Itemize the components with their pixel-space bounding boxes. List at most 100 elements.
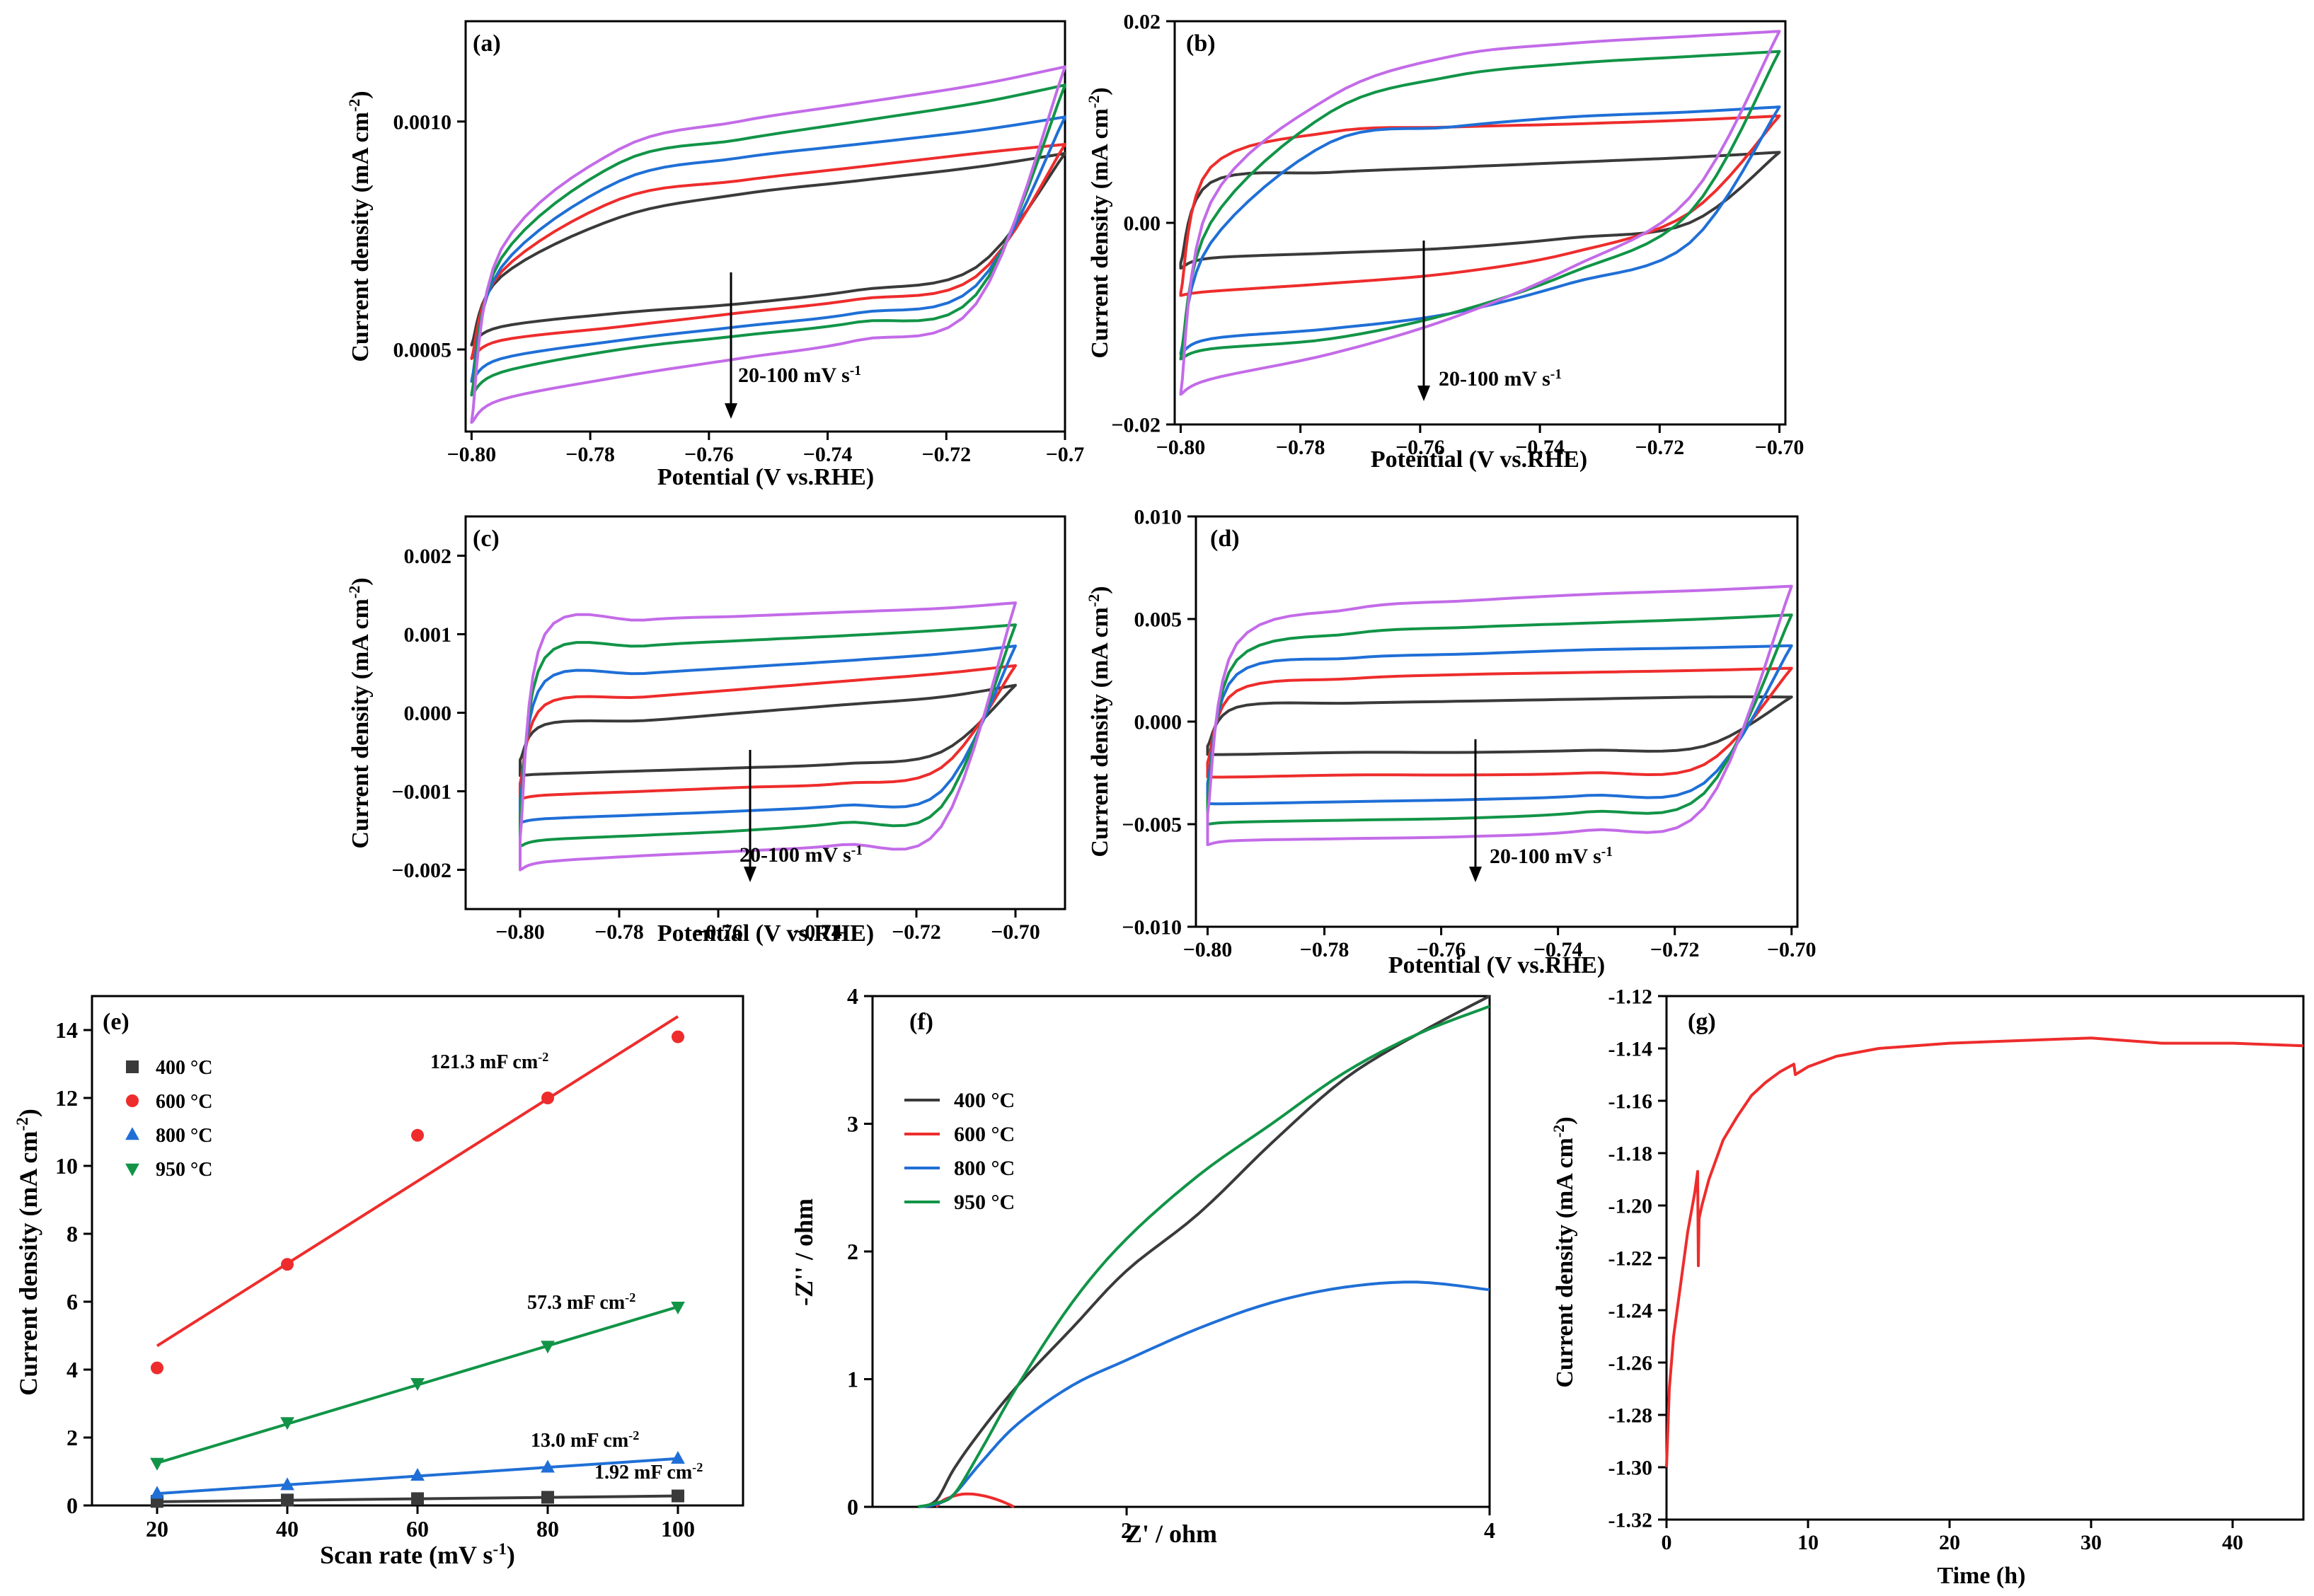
cv-loop-4 — [519, 623, 1017, 848]
y-tick-label: -1.14 — [1608, 1038, 1653, 1061]
scan-rate-annotation: 20-100 mV s-1 — [738, 364, 861, 388]
y-tick-label: -1.18 — [1608, 1143, 1653, 1166]
y-tick-label: 1 — [847, 1367, 858, 1392]
impedance-curve — [917, 1280, 1490, 1508]
y-tick-label: 0.001 — [404, 623, 452, 647]
y-tick-label: 10 — [55, 1153, 78, 1179]
arrow-head — [744, 867, 756, 882]
cv-loop-1 — [1179, 151, 1781, 270]
y-tick-label: −0.002 — [391, 859, 451, 882]
y-tick-label: 8 — [67, 1221, 78, 1247]
x-tick-label: 60 — [406, 1516, 429, 1542]
current-trace — [1665, 1036, 2304, 1468]
y-axis-title: Current density (mA cm-2) — [1085, 87, 1114, 358]
data-point — [280, 1477, 294, 1491]
x-tick-label: −0.7 — [1046, 443, 1085, 466]
cv-loop-1 — [519, 683, 1017, 777]
data-point — [150, 1486, 164, 1499]
y-tick-label: 12 — [55, 1085, 78, 1111]
slope-label: 13.0 mF cm-2 — [531, 1428, 639, 1452]
y-tick-label: 0 — [67, 1493, 78, 1518]
cv-loop-4 — [470, 83, 1066, 397]
y-tick-label: 3 — [847, 1111, 858, 1137]
arrow-head — [1469, 867, 1482, 882]
data-point — [281, 1493, 294, 1507]
plot-frame — [464, 20, 1066, 433]
x-tick-label: −0.80 — [447, 443, 497, 466]
y-tick-label: 0.005 — [1134, 608, 1182, 632]
x-tick-label: −0.78 — [1300, 938, 1349, 961]
y-tick-label: −0.010 — [1122, 916, 1182, 939]
data-point — [280, 1417, 294, 1430]
x-tick-label: −0.70 — [991, 920, 1040, 944]
cv-loop-1 — [1206, 695, 1793, 756]
data-point — [541, 1092, 554, 1104]
y-axis-title: Current density (mA cm-2) — [345, 577, 374, 848]
x-tick-label: −0.76 — [693, 920, 743, 944]
cv-loop-2 — [519, 664, 1017, 801]
x-axis-title: Time (h) — [1938, 1563, 2026, 1589]
panel-label: (a) — [473, 30, 501, 57]
x-tick-label: −0.76 — [1395, 436, 1445, 459]
y-tick-label: -1.26 — [1608, 1352, 1653, 1375]
slope-label: 121.3 mF cm-2 — [430, 1050, 548, 1073]
y-tick-label: -1.20 — [1608, 1195, 1653, 1218]
x-tick-label: −0.70 — [1755, 436, 1804, 459]
x-axis-title: Potential (V vs.RHE) — [1388, 952, 1605, 978]
legend-entry: 600 °C — [954, 1123, 1015, 1146]
panel-g: 0 10 20 30 40 -1.32 -1.30 -1.28 -1.26 -1.24 -1.22 -… — [1550, 985, 2305, 1589]
cv-loop-4 — [1206, 613, 1793, 826]
y-tick-label: 0.0005 — [393, 339, 452, 362]
y-tick-label: -1.16 — [1608, 1090, 1653, 1114]
y-axis-title: Current density (mA cm-2) — [345, 91, 374, 362]
panel-e: 20 40 60 80 100 0 2 4 6 8 10 12 14 (e) Scan rate (mV s… — [13, 995, 744, 1569]
panel-c: −0.80 −0.78 −0.76 −0.74 −0.72 −0.70 −0.002 −0.0… — [345, 515, 1066, 947]
x-tick-label: 0 — [1662, 1531, 1672, 1554]
x-tick-label: 4 — [1484, 1517, 1495, 1543]
cv-loop-3 — [1206, 644, 1793, 806]
cv-loop-5 — [1206, 584, 1793, 846]
x-tick-label: 10 — [1797, 1531, 1819, 1554]
x-tick-label: −0.78 — [1276, 436, 1325, 459]
cv-loop-5 — [1179, 30, 1781, 396]
data-point — [411, 1128, 424, 1142]
data-point — [151, 1361, 163, 1375]
cv-loop-2 — [1206, 666, 1793, 779]
panel-d: −0.80 −0.78 −0.76 −0.74 −0.72 −0.70 −0.010 −0.0… — [1085, 506, 1817, 979]
slope-label: 1.92 mF cm-2 — [594, 1460, 703, 1484]
y-tick-label: 6 — [67, 1289, 78, 1314]
cv-loop-3 — [1179, 105, 1781, 356]
x-tick-label: 30 — [2080, 1531, 2102, 1554]
y-tick-label: 0 — [847, 1494, 858, 1520]
x-tick-label: 100 — [661, 1516, 695, 1542]
x-tick-label: −0.78 — [565, 443, 615, 466]
data-point — [126, 1094, 139, 1107]
data-point — [541, 1459, 555, 1473]
cv-loop-5 — [519, 601, 1017, 872]
x-tick-label: −0.78 — [594, 920, 644, 944]
data-point — [410, 1378, 425, 1391]
scan-rate-annotation: 20-100 mV s-1 — [1490, 845, 1613, 869]
x-tick-label: −0.76 — [684, 443, 734, 466]
y-tick-label: 2 — [67, 1425, 78, 1450]
legend-entry: 400 °C — [156, 1057, 212, 1079]
data-point — [672, 1030, 684, 1043]
y-axis-title: Current density (mA cm-2) — [1085, 586, 1114, 857]
data-point — [281, 1258, 294, 1271]
cv-loop-3 — [519, 644, 1017, 824]
plot-frame — [871, 995, 1491, 1508]
x-tick-label: −0.80 — [495, 920, 545, 944]
panel-label: (g) — [1688, 1009, 1716, 1035]
x-tick-label: −0.70 — [1767, 938, 1817, 961]
legend-entry: 600 °C — [156, 1091, 212, 1113]
x-tick-label: 20 — [1939, 1531, 1960, 1554]
x-axis-title: Potential (V vs.RHE) — [657, 464, 874, 490]
y-tick-label: −0.001 — [391, 780, 451, 804]
legend-entry: 400 °C — [954, 1089, 1015, 1112]
x-tick-label: −0.72 — [921, 443, 971, 466]
y-tick-label: 0.000 — [404, 702, 452, 725]
data-point — [672, 1489, 684, 1503]
scan-rate-annotation: 20-100 mV s-1 — [1439, 367, 1562, 391]
panel-label: (d) — [1210, 526, 1240, 552]
cv-loop-5 — [470, 65, 1066, 424]
